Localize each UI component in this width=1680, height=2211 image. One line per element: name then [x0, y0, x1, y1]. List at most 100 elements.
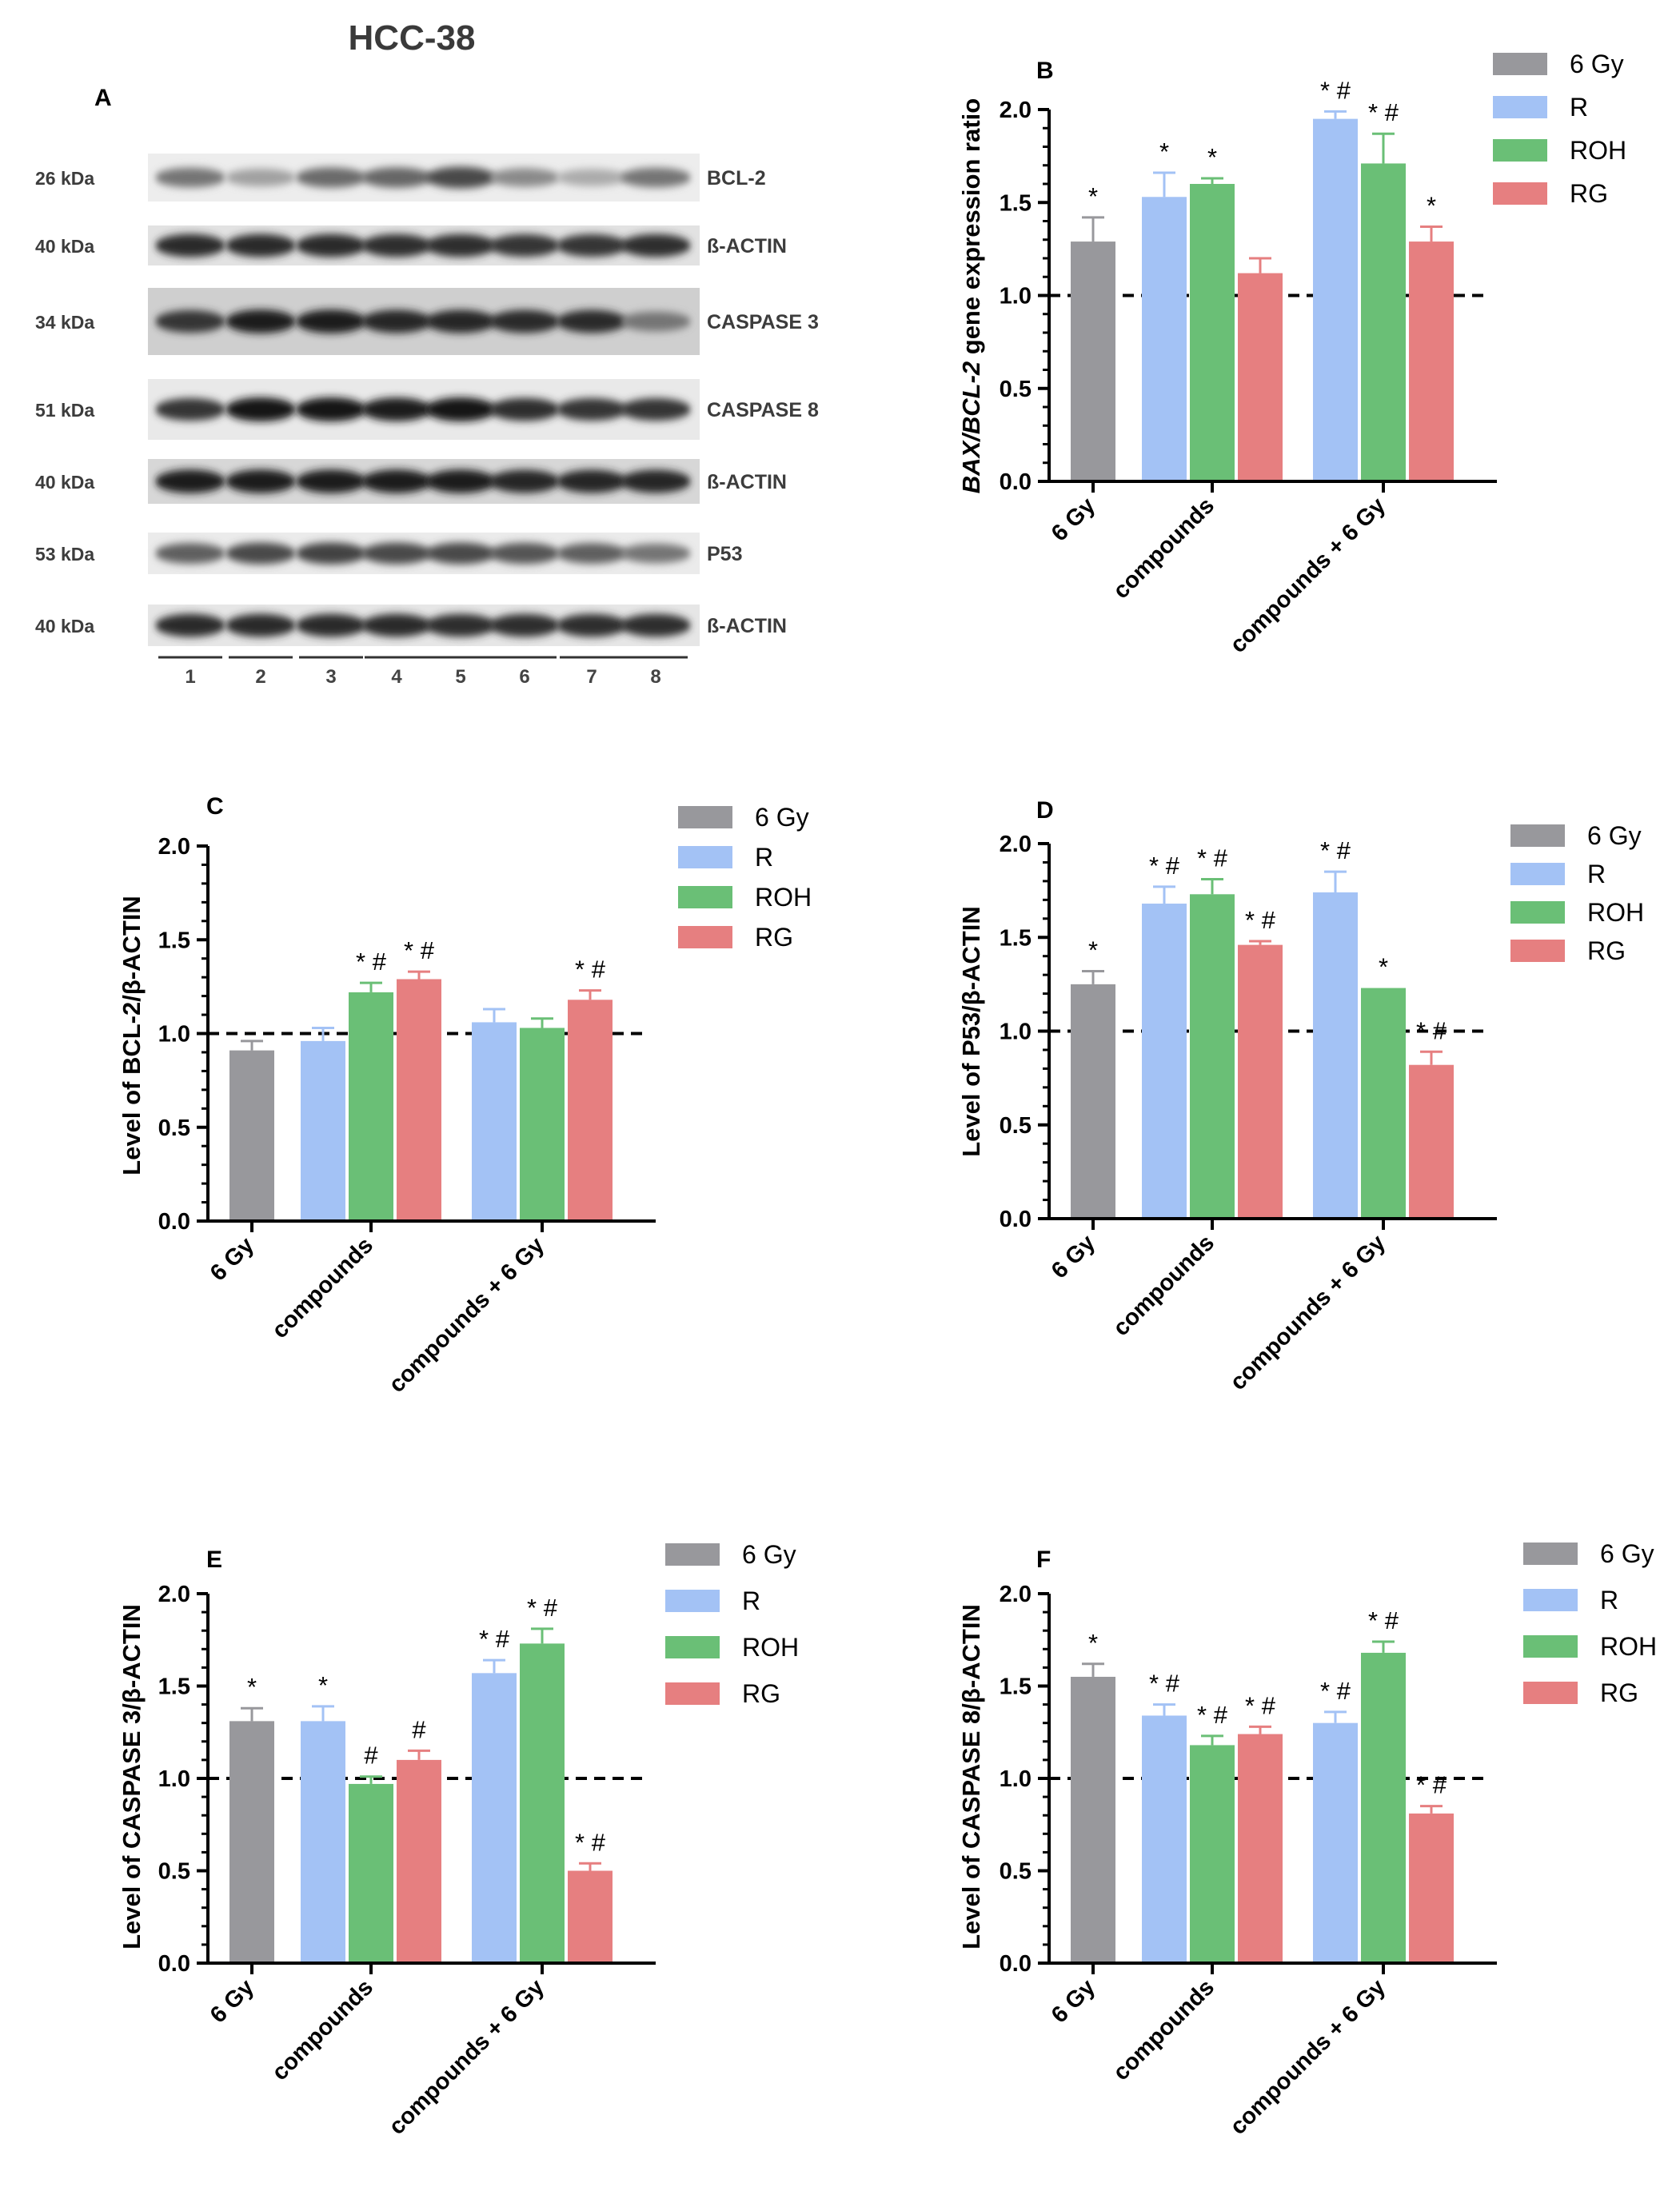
- bar: [1361, 163, 1406, 482]
- blot-band: [225, 469, 296, 493]
- blot-band: [621, 613, 691, 637]
- bar: [349, 992, 393, 1221]
- legend-label: R: [742, 1586, 760, 1615]
- blot-band: [225, 397, 296, 421]
- legend-label: RG: [742, 1679, 780, 1708]
- y-tick-label: 2.0: [158, 834, 190, 860]
- significance-marker: * #: [1368, 1606, 1399, 1634]
- significance-marker: * #: [1320, 1677, 1351, 1705]
- blot-band: [489, 397, 560, 421]
- y-axis-label-text: gene expression ratio: [957, 98, 985, 361]
- blot-lane-number: 8: [650, 666, 660, 688]
- blot-band: [361, 233, 432, 257]
- y-axis-label: BAX/BCL-2 gene expression ratio: [957, 98, 985, 493]
- legend-swatch: [1493, 53, 1547, 75]
- blot-band: [557, 469, 627, 493]
- x-tick-label: compounds + 6 Gy: [384, 1974, 549, 2140]
- chart-panel-e: * *##* #* #* #0.00.51.01.52.06 Gy compound…: [118, 1540, 799, 2140]
- blot-kda-label: 34 kDa: [35, 312, 94, 333]
- blot-kda-label: 26 kDa: [35, 168, 94, 189]
- significance-marker: * #: [356, 948, 387, 976]
- blot-band: [296, 309, 366, 333]
- significance-marker: * #: [575, 956, 606, 984]
- western-blot-panel: HCC-38 A 26 kDa BCL-2 40 kDa ß-ACTIN 34 kDa C…: [35, 18, 819, 688]
- blot-band: [155, 613, 225, 637]
- y-tick-label: 1.5: [158, 1674, 190, 1700]
- blot-row: 40 kDa ß-ACTIN: [35, 605, 787, 646]
- legend-label: ROH: [1570, 136, 1626, 165]
- legend-label: R: [1570, 93, 1588, 122]
- blot-band: [296, 233, 366, 257]
- significance-marker: #: [412, 1715, 426, 1743]
- blot-band: [557, 543, 627, 564]
- significance-marker: * #: [1368, 98, 1399, 126]
- legend-label: RG: [1600, 1678, 1638, 1707]
- bar: [472, 1022, 517, 1221]
- blot-band: [361, 469, 432, 493]
- blot-protein-label: ß-ACTIN: [707, 615, 787, 637]
- legend-swatch: [1523, 1635, 1578, 1658]
- significance-marker: *: [1379, 953, 1388, 981]
- bar: [1409, 1813, 1454, 1963]
- blot-band: [155, 233, 225, 257]
- legend-swatch: [1510, 940, 1565, 962]
- legend: 6 Gy R ROH RG: [665, 1540, 799, 1708]
- blot-row: 26 kDa BCL-2: [35, 154, 766, 202]
- bar: [472, 1673, 517, 1963]
- legend: 6 Gy R ROH RG: [1493, 50, 1626, 208]
- legend-swatch: [1510, 824, 1565, 847]
- bar: [229, 1050, 274, 1221]
- blot-band: [425, 309, 496, 333]
- y-tick-label: 2.0: [1000, 832, 1032, 857]
- y-tick-label: 0.5: [1000, 1113, 1032, 1139]
- significance-marker: * #: [1149, 1670, 1180, 1698]
- blot-band: [557, 233, 627, 257]
- legend: 6 Gy R ROH RG: [678, 803, 812, 952]
- blot-band: [621, 397, 691, 421]
- y-tick-label: 0.0: [1000, 1951, 1032, 1977]
- y-tick-label: 1.0: [1000, 1020, 1032, 1045]
- bar: [1190, 1745, 1235, 1963]
- blot-band: [557, 309, 627, 333]
- legend-label: ROH: [1587, 898, 1644, 927]
- blot-kda-label: 40 kDa: [35, 616, 94, 637]
- bar: [1409, 241, 1454, 481]
- blot-band: [225, 542, 296, 565]
- bar: [1071, 984, 1115, 1219]
- chart-panel-c: * # * #* #0.00.51.01.52.06 Gy compounds com…: [118, 793, 812, 1398]
- bar: [520, 1028, 565, 1221]
- blot-band: [155, 397, 225, 421]
- bar: [1238, 944, 1283, 1219]
- x-tick-label: compounds: [1108, 493, 1219, 604]
- blot-band: [155, 309, 225, 333]
- x-tick-label: 6 Gy: [1047, 493, 1100, 546]
- bar: [568, 1000, 613, 1221]
- blot-protein-label: ß-ACTIN: [707, 471, 787, 493]
- bar: [1071, 1676, 1115, 1963]
- y-tick-label: 1.0: [158, 1022, 190, 1048]
- blot-band: [621, 311, 691, 332]
- bar: [1190, 184, 1235, 481]
- bar: [1142, 904, 1187, 1219]
- significance-marker: *: [1088, 936, 1098, 964]
- blot-band: [425, 542, 496, 565]
- y-tick-label: 0.5: [158, 1115, 190, 1141]
- legend-swatch: [665, 1543, 720, 1566]
- blot-band: [225, 168, 296, 187]
- legend-swatch: [678, 806, 732, 828]
- blot-kda-label: 40 kDa: [35, 236, 94, 257]
- blot-band: [489, 542, 560, 565]
- significance-marker: * #: [1245, 906, 1276, 934]
- x-tick-label: compounds: [267, 1232, 378, 1343]
- blot-row: 40 kDa ß-ACTIN: [35, 225, 787, 265]
- y-tick-label: 2.0: [1000, 1582, 1032, 1607]
- legend-label: ROH: [1600, 1632, 1657, 1661]
- legend-label: 6 Gy: [1570, 50, 1624, 78]
- y-tick-label: 1.5: [158, 928, 190, 953]
- legend-swatch: [1523, 1543, 1578, 1565]
- bar: [1361, 1652, 1406, 1963]
- significance-marker: *: [247, 1673, 257, 1701]
- x-tick-label: compounds: [267, 1974, 378, 2085]
- blot-protein-label: ß-ACTIN: [707, 235, 787, 257]
